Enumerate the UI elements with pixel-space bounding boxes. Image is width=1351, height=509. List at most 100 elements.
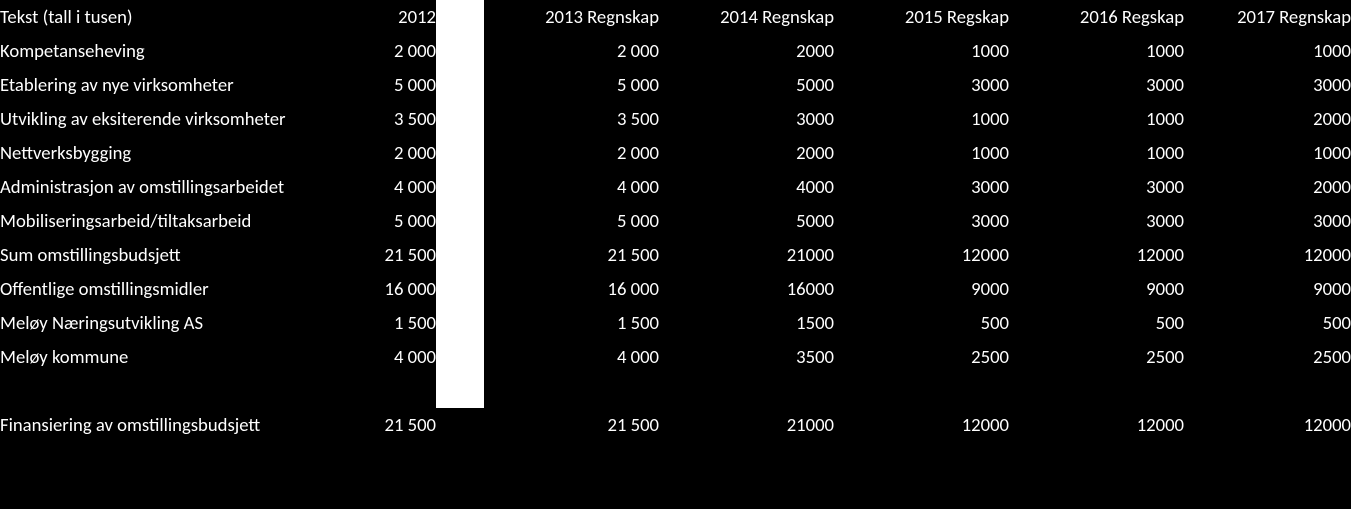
white-strip bbox=[436, 102, 484, 136]
row-val: 1000 bbox=[1009, 136, 1184, 170]
table-row: Kompetanseheving 2 000 2 000 2000 1000 1… bbox=[0, 34, 1351, 68]
row-val: 2000 bbox=[1184, 102, 1351, 136]
row-val: 3000 bbox=[1009, 170, 1184, 204]
row-val: 9000 bbox=[1009, 272, 1184, 306]
table-row: Etablering av nye virksomheter 5 000 5 0… bbox=[0, 68, 1351, 102]
row-label: Meløy Næringsutvikling AS bbox=[0, 306, 296, 340]
row-val: 2 000 bbox=[296, 136, 436, 170]
row-val: 21 500 bbox=[296, 238, 436, 272]
row-val: 500 bbox=[1009, 306, 1184, 340]
row-label: Offentlige omstillingsmidler bbox=[0, 272, 296, 306]
header-col-2016: 2016 Regskap bbox=[1009, 0, 1184, 34]
row-val: 16 000 bbox=[296, 272, 436, 306]
white-strip bbox=[436, 238, 484, 272]
row-val: 5 000 bbox=[484, 204, 659, 238]
row-val: 3 500 bbox=[484, 102, 659, 136]
white-strip bbox=[436, 136, 484, 170]
header-col-2012: 2012 bbox=[296, 0, 436, 34]
row-val: 3000 bbox=[1009, 204, 1184, 238]
row-val: 2000 bbox=[659, 34, 834, 68]
row-val: 2000 bbox=[1184, 170, 1351, 204]
row-val bbox=[484, 374, 659, 408]
row-val: 3000 bbox=[1009, 68, 1184, 102]
table-row: Utvikling av eksiterende virksomheter 3 … bbox=[0, 102, 1351, 136]
row-val: 3500 bbox=[659, 340, 834, 374]
row-val: 1000 bbox=[834, 136, 1009, 170]
table-footer-row: Finansiering av omstillingsbudsjett 21 5… bbox=[0, 408, 1351, 442]
row-val bbox=[834, 374, 1009, 408]
white-strip bbox=[436, 0, 484, 34]
footer-val: 21 500 bbox=[296, 408, 436, 442]
row-val: 9000 bbox=[834, 272, 1009, 306]
row-label: Etablering av nye virksomheter bbox=[0, 68, 296, 102]
row-label: Kompetanseheving bbox=[0, 34, 296, 68]
table-row: Administrasjon av omstillingsarbeidet 4 … bbox=[0, 170, 1351, 204]
row-val: 2 000 bbox=[296, 34, 436, 68]
row-val: 12000 bbox=[1184, 238, 1351, 272]
header-col-2014: 2014 Regnskap bbox=[659, 0, 834, 34]
table-row: Sum omstillingsbudsjett 21 500 21 500 21… bbox=[0, 238, 1351, 272]
row-val: 2500 bbox=[834, 340, 1009, 374]
row-val: 5000 bbox=[659, 68, 834, 102]
footer-label: Finansiering av omstillingsbudsjett bbox=[0, 408, 296, 442]
row-val: 4 000 bbox=[484, 340, 659, 374]
row-val: 4 000 bbox=[296, 340, 436, 374]
row-val: 4 000 bbox=[296, 170, 436, 204]
row-val: 1 500 bbox=[484, 306, 659, 340]
white-strip bbox=[436, 170, 484, 204]
row-val: 2 000 bbox=[484, 34, 659, 68]
footer-blank bbox=[436, 408, 484, 442]
white-strip bbox=[436, 374, 484, 408]
row-val: 2500 bbox=[1184, 340, 1351, 374]
row-val: 21 500 bbox=[484, 238, 659, 272]
white-strip bbox=[436, 204, 484, 238]
row-val: 3000 bbox=[834, 170, 1009, 204]
blank-row bbox=[0, 374, 1351, 408]
footer-val: 21 500 bbox=[484, 408, 659, 442]
table-row: Offentlige omstillingsmidler 16 000 16 0… bbox=[0, 272, 1351, 306]
footer-val: 21000 bbox=[659, 408, 834, 442]
row-val: 4 000 bbox=[484, 170, 659, 204]
table-row: Meløy kommune 4 000 4 000 3500 2500 2500… bbox=[0, 340, 1351, 374]
row-val: 12000 bbox=[1009, 238, 1184, 272]
row-val bbox=[296, 374, 436, 408]
white-strip bbox=[436, 306, 484, 340]
white-strip bbox=[436, 34, 484, 68]
row-val: 1000 bbox=[1009, 102, 1184, 136]
row-val: 500 bbox=[834, 306, 1009, 340]
row-label: Utvikling av eksiterende virksomheter bbox=[0, 102, 296, 136]
row-val: 2 000 bbox=[484, 136, 659, 170]
row-val: 3000 bbox=[1184, 204, 1351, 238]
row-label: Meløy kommune bbox=[0, 340, 296, 374]
row-val: 1 500 bbox=[296, 306, 436, 340]
row-val: 1500 bbox=[659, 306, 834, 340]
header-col-2015: 2015 Regskap bbox=[834, 0, 1009, 34]
white-strip bbox=[436, 340, 484, 374]
row-val: 16 000 bbox=[484, 272, 659, 306]
footer-val: 12000 bbox=[1009, 408, 1184, 442]
row-val: 5 000 bbox=[296, 68, 436, 102]
header-col-2013: 2013 Regnskap bbox=[484, 0, 659, 34]
row-val: 2500 bbox=[1009, 340, 1184, 374]
row-val: 5000 bbox=[659, 204, 834, 238]
white-strip bbox=[436, 68, 484, 102]
white-strip bbox=[436, 272, 484, 306]
row-val: 3 500 bbox=[296, 102, 436, 136]
row-val: 1000 bbox=[1009, 34, 1184, 68]
row-val: 5 000 bbox=[296, 204, 436, 238]
row-label: Sum omstillingsbudsjett bbox=[0, 238, 296, 272]
row-label: Nettverksbygging bbox=[0, 136, 296, 170]
footer-val: 12000 bbox=[1184, 408, 1351, 442]
row-val: 1000 bbox=[1184, 34, 1351, 68]
row-label bbox=[0, 374, 296, 408]
row-val: 1000 bbox=[834, 102, 1009, 136]
row-val: 3000 bbox=[834, 68, 1009, 102]
row-val: 9000 bbox=[1184, 272, 1351, 306]
table-row: Mobiliseringsarbeid/tiltaksarbeid 5 000 … bbox=[0, 204, 1351, 238]
row-val: 1000 bbox=[834, 34, 1009, 68]
row-label: Administrasjon av omstillingsarbeidet bbox=[0, 170, 296, 204]
row-val bbox=[1009, 374, 1184, 408]
row-val bbox=[1184, 374, 1351, 408]
row-val: 12000 bbox=[834, 238, 1009, 272]
table-header-row: Tekst (tall i tusen) 2012 2013 Regnskap … bbox=[0, 0, 1351, 34]
